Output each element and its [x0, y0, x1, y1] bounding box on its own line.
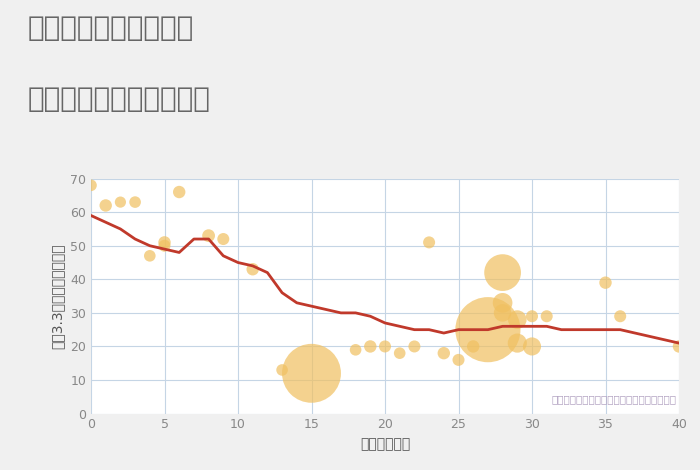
Point — [424, 239, 435, 246]
Point — [453, 356, 464, 364]
Text: 築年数別中古戸建て価格: 築年数別中古戸建て価格 — [28, 85, 211, 113]
Point — [144, 252, 155, 259]
Point — [526, 343, 538, 350]
Point — [468, 343, 479, 350]
Point — [600, 279, 611, 286]
Point — [100, 202, 111, 209]
Point — [276, 366, 288, 374]
Point — [203, 232, 214, 239]
Point — [394, 349, 405, 357]
Point — [159, 242, 170, 250]
Point — [174, 188, 185, 196]
Point — [218, 235, 229, 243]
Point — [497, 309, 508, 317]
Point — [497, 299, 508, 306]
Point — [159, 239, 170, 246]
Point — [482, 326, 493, 333]
Point — [512, 316, 523, 323]
Point — [438, 349, 449, 357]
Point — [497, 269, 508, 276]
Point — [115, 198, 126, 206]
Point — [306, 369, 317, 377]
Point — [541, 313, 552, 320]
X-axis label: 築年数（年）: 築年数（年） — [360, 437, 410, 451]
Point — [512, 339, 523, 347]
Point — [85, 181, 97, 189]
Y-axis label: 坪（3.3㎡）単価（万円）: 坪（3.3㎡）単価（万円） — [50, 243, 64, 349]
Point — [365, 343, 376, 350]
Point — [526, 313, 538, 320]
Point — [130, 198, 141, 206]
Text: 千葉県いすみ市荻原の: 千葉県いすみ市荻原の — [28, 14, 195, 42]
Point — [350, 346, 361, 353]
Point — [247, 266, 258, 273]
Text: 円の大きさは、取引のあった物件面積を示す: 円の大きさは、取引のあった物件面積を示す — [551, 394, 676, 404]
Point — [409, 343, 420, 350]
Point — [673, 343, 685, 350]
Point — [379, 343, 391, 350]
Point — [615, 313, 626, 320]
